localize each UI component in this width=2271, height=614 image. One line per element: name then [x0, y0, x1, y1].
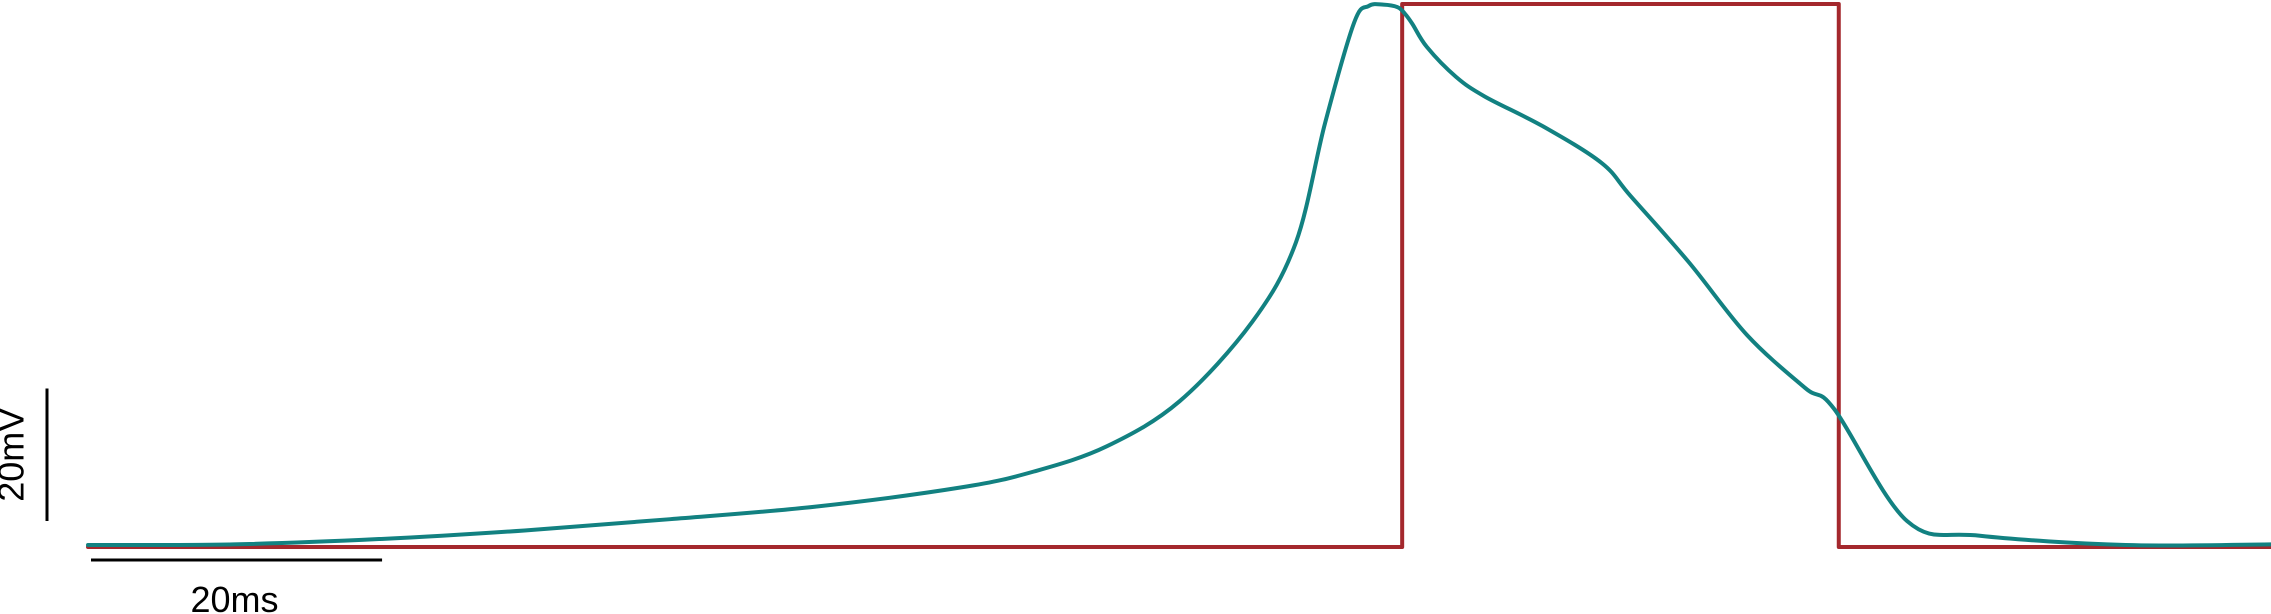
- scale-bars: 20ms 20mV: [0, 388, 383, 614]
- membrane-potential-trace: [86, 2, 2271, 548]
- voltage-scale-label: 20mV: [0, 408, 32, 502]
- series-layer: [86, 2, 2271, 549]
- time-scale-label: 20ms: [191, 579, 279, 614]
- stimulus-pulse-trace: [86, 2, 2271, 549]
